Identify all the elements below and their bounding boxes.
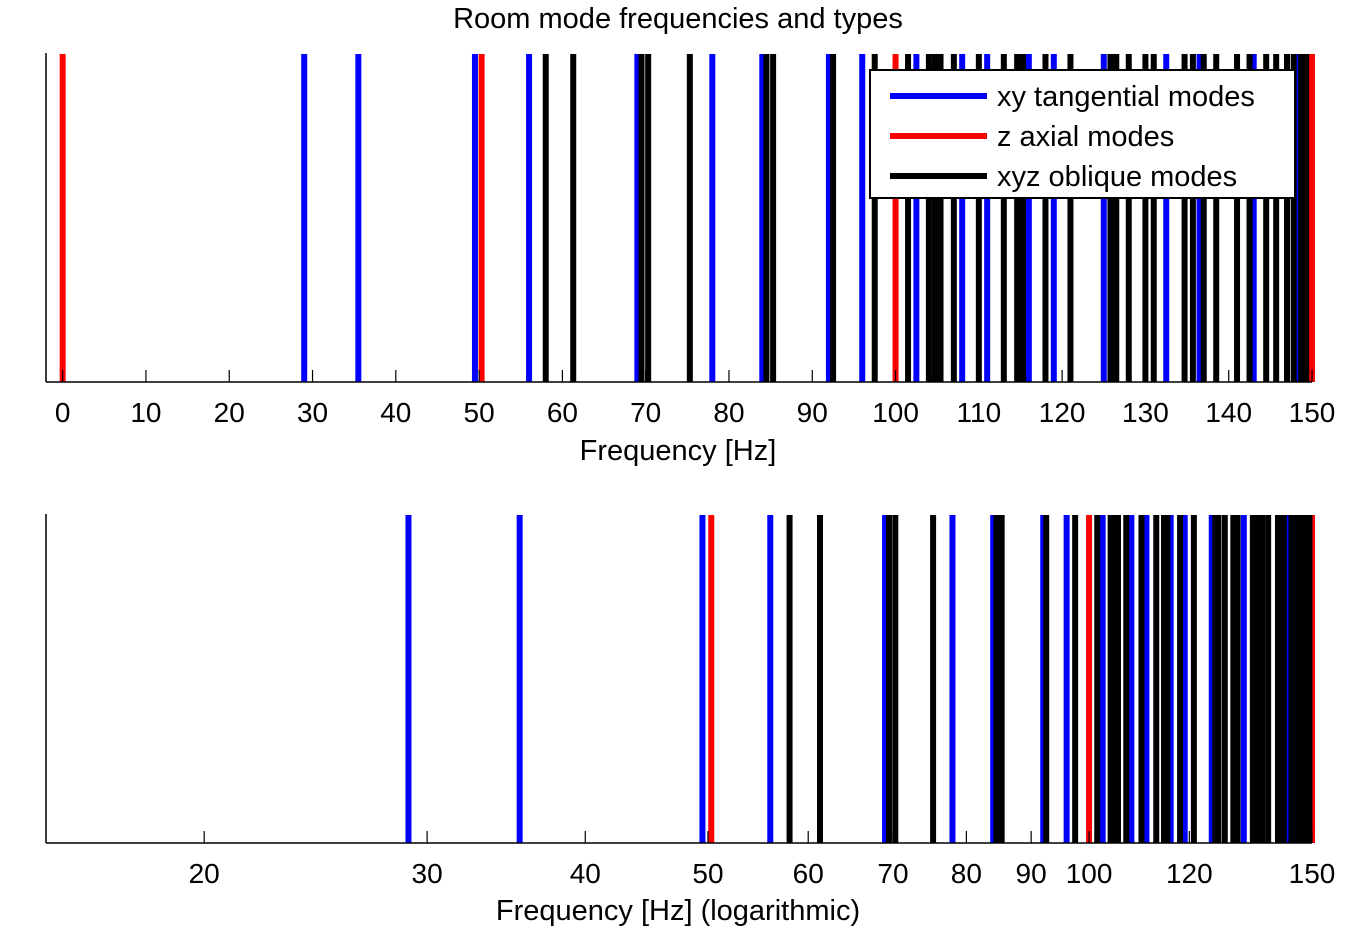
legend-label-xyz-oblique-modes: xyz oblique modes [997, 161, 1237, 193]
log-tick-label-50: 50 [692, 858, 723, 889]
log-tick-label-90: 90 [1016, 858, 1047, 889]
log-tick-label-120: 120 [1166, 858, 1213, 889]
figure-title: Room mode frequencies and types [453, 3, 903, 35]
linear-tick-label-10: 10 [130, 397, 161, 428]
linear-tick-label-140: 140 [1205, 397, 1252, 428]
linear-tick-label-20: 20 [214, 397, 245, 428]
linear-x-axis-title: Frequency [Hz] [580, 435, 777, 467]
log-mode-lines [405, 515, 1315, 843]
log-tick-label-70: 70 [877, 858, 908, 889]
linear-tick-label-110: 110 [957, 397, 1002, 428]
legend-label-xy-tangential-modes: xy tangential modes [997, 81, 1255, 113]
linear-tick-label-100: 100 [872, 397, 919, 428]
linear-axes [45, 53, 1312, 383]
legend: xy tangential modes z axial modes xyz obli… [869, 69, 1296, 199]
linear-tick-label-80: 80 [713, 397, 744, 428]
linear-tick-label-30: 30 [297, 397, 328, 428]
linear-tick-label-50: 50 [464, 397, 495, 428]
log-tick-label-60: 60 [793, 858, 824, 889]
log-tick-label-30: 30 [412, 858, 443, 889]
linear-tick-label-120: 120 [1039, 397, 1086, 428]
log-tick-label-150: 150 [1289, 858, 1336, 889]
legend-entries: xy tangential modes z axial modes xyz obli… [890, 81, 1255, 193]
linear-tick-label-150: 150 [1289, 397, 1336, 428]
log-x-axis-title: Frequency [Hz] (logarithmic) [496, 895, 860, 927]
legend-label-z-axial-modes: z axial modes [997, 121, 1174, 153]
linear-x-ticks: 0 10 20 30 40 50 60 70 80 90 100 110 120 130 140 150 [55, 370, 1335, 428]
linear-tick-label-40: 40 [380, 397, 411, 428]
log-tick-label-100: 100 [1066, 858, 1113, 889]
linear-tick-label-130: 130 [1122, 397, 1169, 428]
linear-tick-label-70: 70 [630, 397, 661, 428]
log-tick-label-20: 20 [189, 858, 220, 889]
log-tick-label-40: 40 [570, 858, 601, 889]
log-x-ticks: 20 30 40 50 60 70 80 90 100 120 150 [189, 831, 1336, 889]
linear-tick-label-90: 90 [797, 397, 828, 428]
log-axes [45, 514, 1312, 844]
log-tick-label-80: 80 [951, 858, 982, 889]
linear-tick-label-60: 60 [547, 397, 578, 428]
log-frequency-plot: 20 30 40 50 60 70 80 90 100 120 150 Frequency [Hz]… [45, 514, 1336, 927]
linear-tick-label-0: 0 [55, 397, 71, 428]
